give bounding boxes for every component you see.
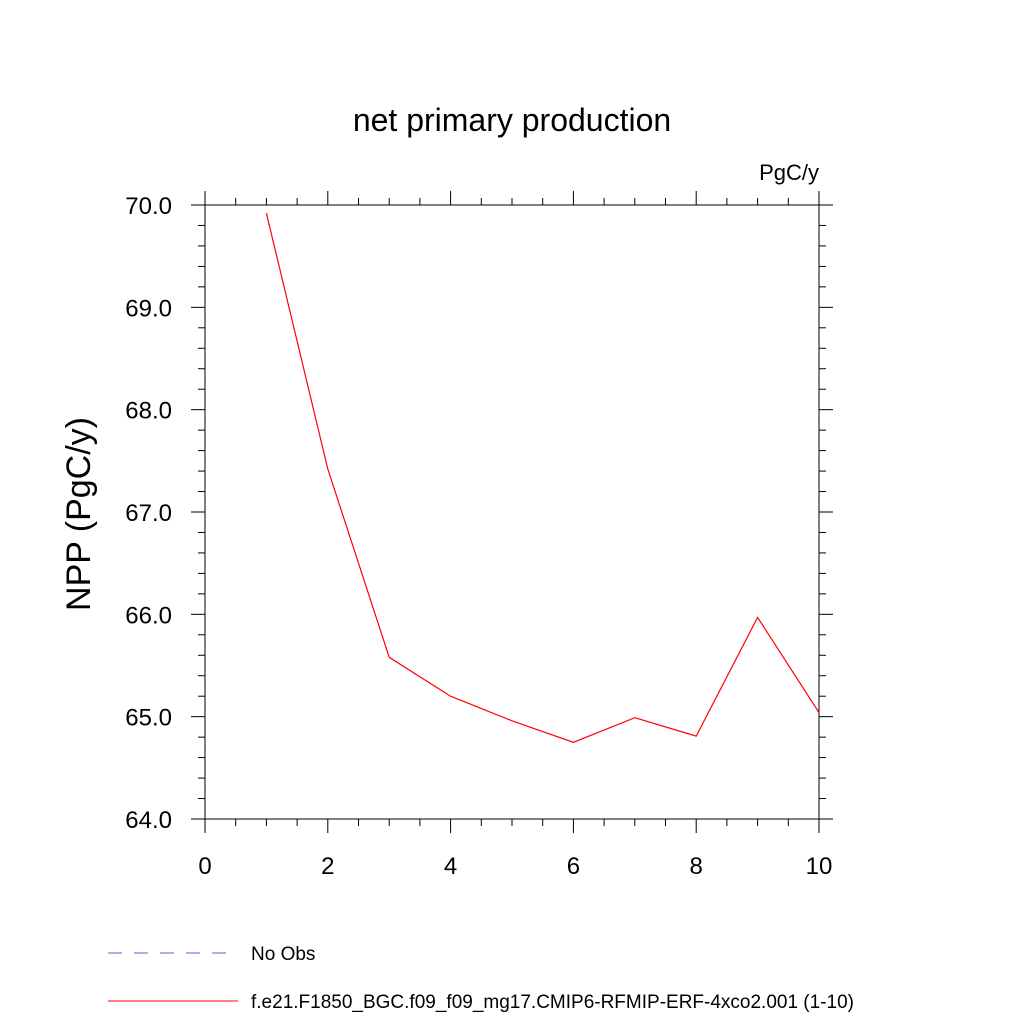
- y-tick-label: 66.0: [125, 602, 172, 629]
- axis-ticks: [191, 191, 833, 833]
- x-tick-label: 4: [444, 853, 457, 880]
- x-tick-label: 10: [806, 853, 833, 880]
- x-tick-label: 6: [567, 853, 580, 880]
- x-tick-label: 0: [198, 853, 211, 880]
- y-axis-label: NPP (PgC/y): [60, 417, 98, 611]
- legend: No Obs f.e21.F1850_BGC.f09_f09_mg17.CMIP6…: [108, 944, 854, 1013]
- x-tick-label: 8: [690, 853, 703, 880]
- chart-title: net primary production: [353, 102, 671, 138]
- series-line: [265, 213, 820, 743]
- legend-label: No Obs: [251, 944, 315, 965]
- y-tick-label: 67.0: [125, 500, 172, 527]
- y-tick-label: 70.0: [125, 193, 172, 220]
- legend-label: f.e21.F1850_BGC.f09_f09_mg17.CMIP6-RFMIP…: [251, 992, 854, 1013]
- y-tick-label: 68.0: [125, 398, 172, 425]
- plot-frame: [204, 204, 820, 820]
- tick-labels: 0 2 4 6 8 10 64.0 65.0 66.0 67.0 68.0 69.0 70.0: [125, 193, 832, 880]
- series-group: [265, 213, 820, 743]
- units-label: PgC/y: [759, 160, 819, 185]
- y-tick-label: 69.0: [125, 295, 172, 322]
- y-tick-label: 64.0: [125, 807, 172, 834]
- x-tick-label: 2: [321, 853, 334, 880]
- y-tick-label: 65.0: [125, 705, 172, 732]
